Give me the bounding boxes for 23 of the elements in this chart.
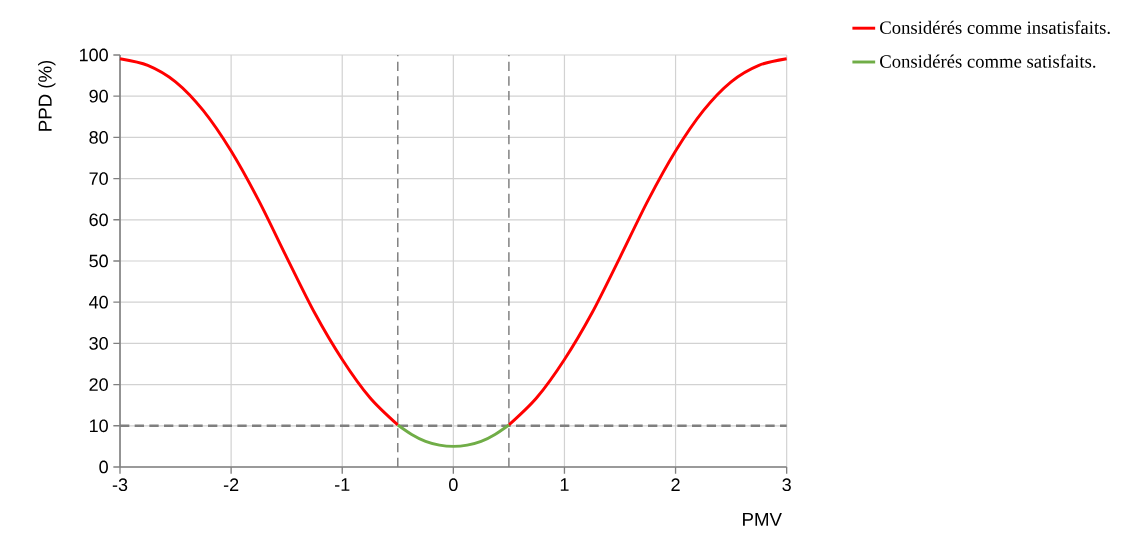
y-tick-label: 70 xyxy=(89,172,108,185)
y-tick-label: 10 xyxy=(89,419,108,433)
y-axis-title: PPD (%) xyxy=(38,60,56,131)
x-tick-label: -1 xyxy=(335,478,350,491)
y-tick-label: 0 xyxy=(99,460,108,474)
y-tick-label: 30 xyxy=(89,337,108,350)
x-tick-label: 2 xyxy=(671,478,680,491)
legend-label: Considérés comme satisfaits. xyxy=(880,54,1096,68)
x-tick-label: 1 xyxy=(560,478,569,491)
y-tick-label: 50 xyxy=(89,254,108,268)
x-tick-label: -3 xyxy=(112,478,128,492)
x-tick-label: 3 xyxy=(782,478,791,492)
x-tick-label: -2 xyxy=(223,478,239,491)
line-series xyxy=(396,423,511,448)
y-tick-label: 90 xyxy=(89,89,108,103)
y-tick-label: 20 xyxy=(89,378,108,391)
x-tick-label: 0 xyxy=(449,478,458,492)
y-tick-label: 40 xyxy=(89,295,108,309)
x-axis-title: PMV xyxy=(743,512,782,526)
legend-label: Considérés comme insatisfaits. xyxy=(880,20,1110,35)
y-tick-label: 100 xyxy=(79,48,108,62)
y-tick-label: 60 xyxy=(89,213,108,227)
y-tick-label: 80 xyxy=(89,131,108,144)
